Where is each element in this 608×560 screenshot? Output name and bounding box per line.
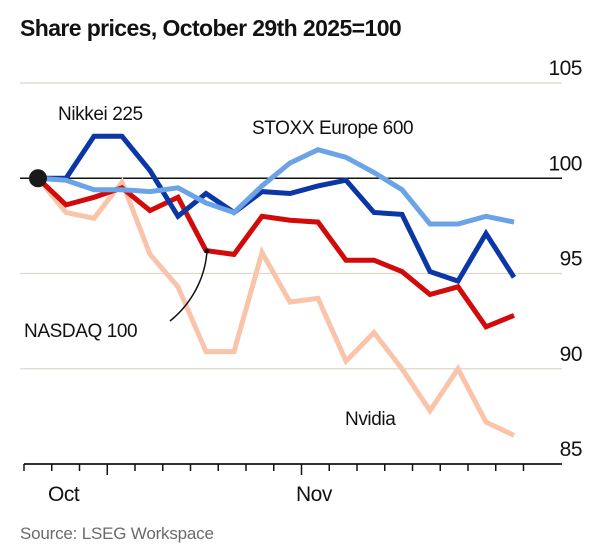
x-axis-labels: Oct Nov <box>48 483 333 506</box>
nasdaq-callout-line <box>169 250 208 322</box>
y-tick-label-100: 100 <box>548 152 582 175</box>
chart-title: Share prices, October 29th 2025=100 <box>20 15 401 41</box>
x-axis-ticks <box>23 464 525 475</box>
label-nasdaq-100: NASDAQ 100 <box>24 321 137 342</box>
nasdaq-callout-dot <box>204 248 210 254</box>
origin-dot <box>29 169 47 188</box>
series-line-stoxx-europe-600 <box>37 147 515 227</box>
series-line-nikkei-225 <box>38 133 517 285</box>
label-nikkei-225: Nikkei 225 <box>58 104 143 125</box>
source-note: Source: LSEG Workspace <box>20 524 214 543</box>
gridlines <box>20 82 562 370</box>
y-axis-labels: 85 90 95 100 105 <box>548 57 582 461</box>
y-tick-label-105: 105 <box>548 57 582 80</box>
x-label-nov: Nov <box>296 483 333 506</box>
series-lines <box>36 133 517 438</box>
y-tick-label-90: 90 <box>560 343 582 366</box>
label-stoxx-europe-600: STOXX Europe 600 <box>252 118 413 139</box>
x-label-oct: Oct <box>48 483 80 506</box>
y-tick-label-95: 95 <box>560 248 582 271</box>
label-nvidia: Nvidia <box>345 409 396 430</box>
y-tick-label-85: 85 <box>560 438 582 461</box>
